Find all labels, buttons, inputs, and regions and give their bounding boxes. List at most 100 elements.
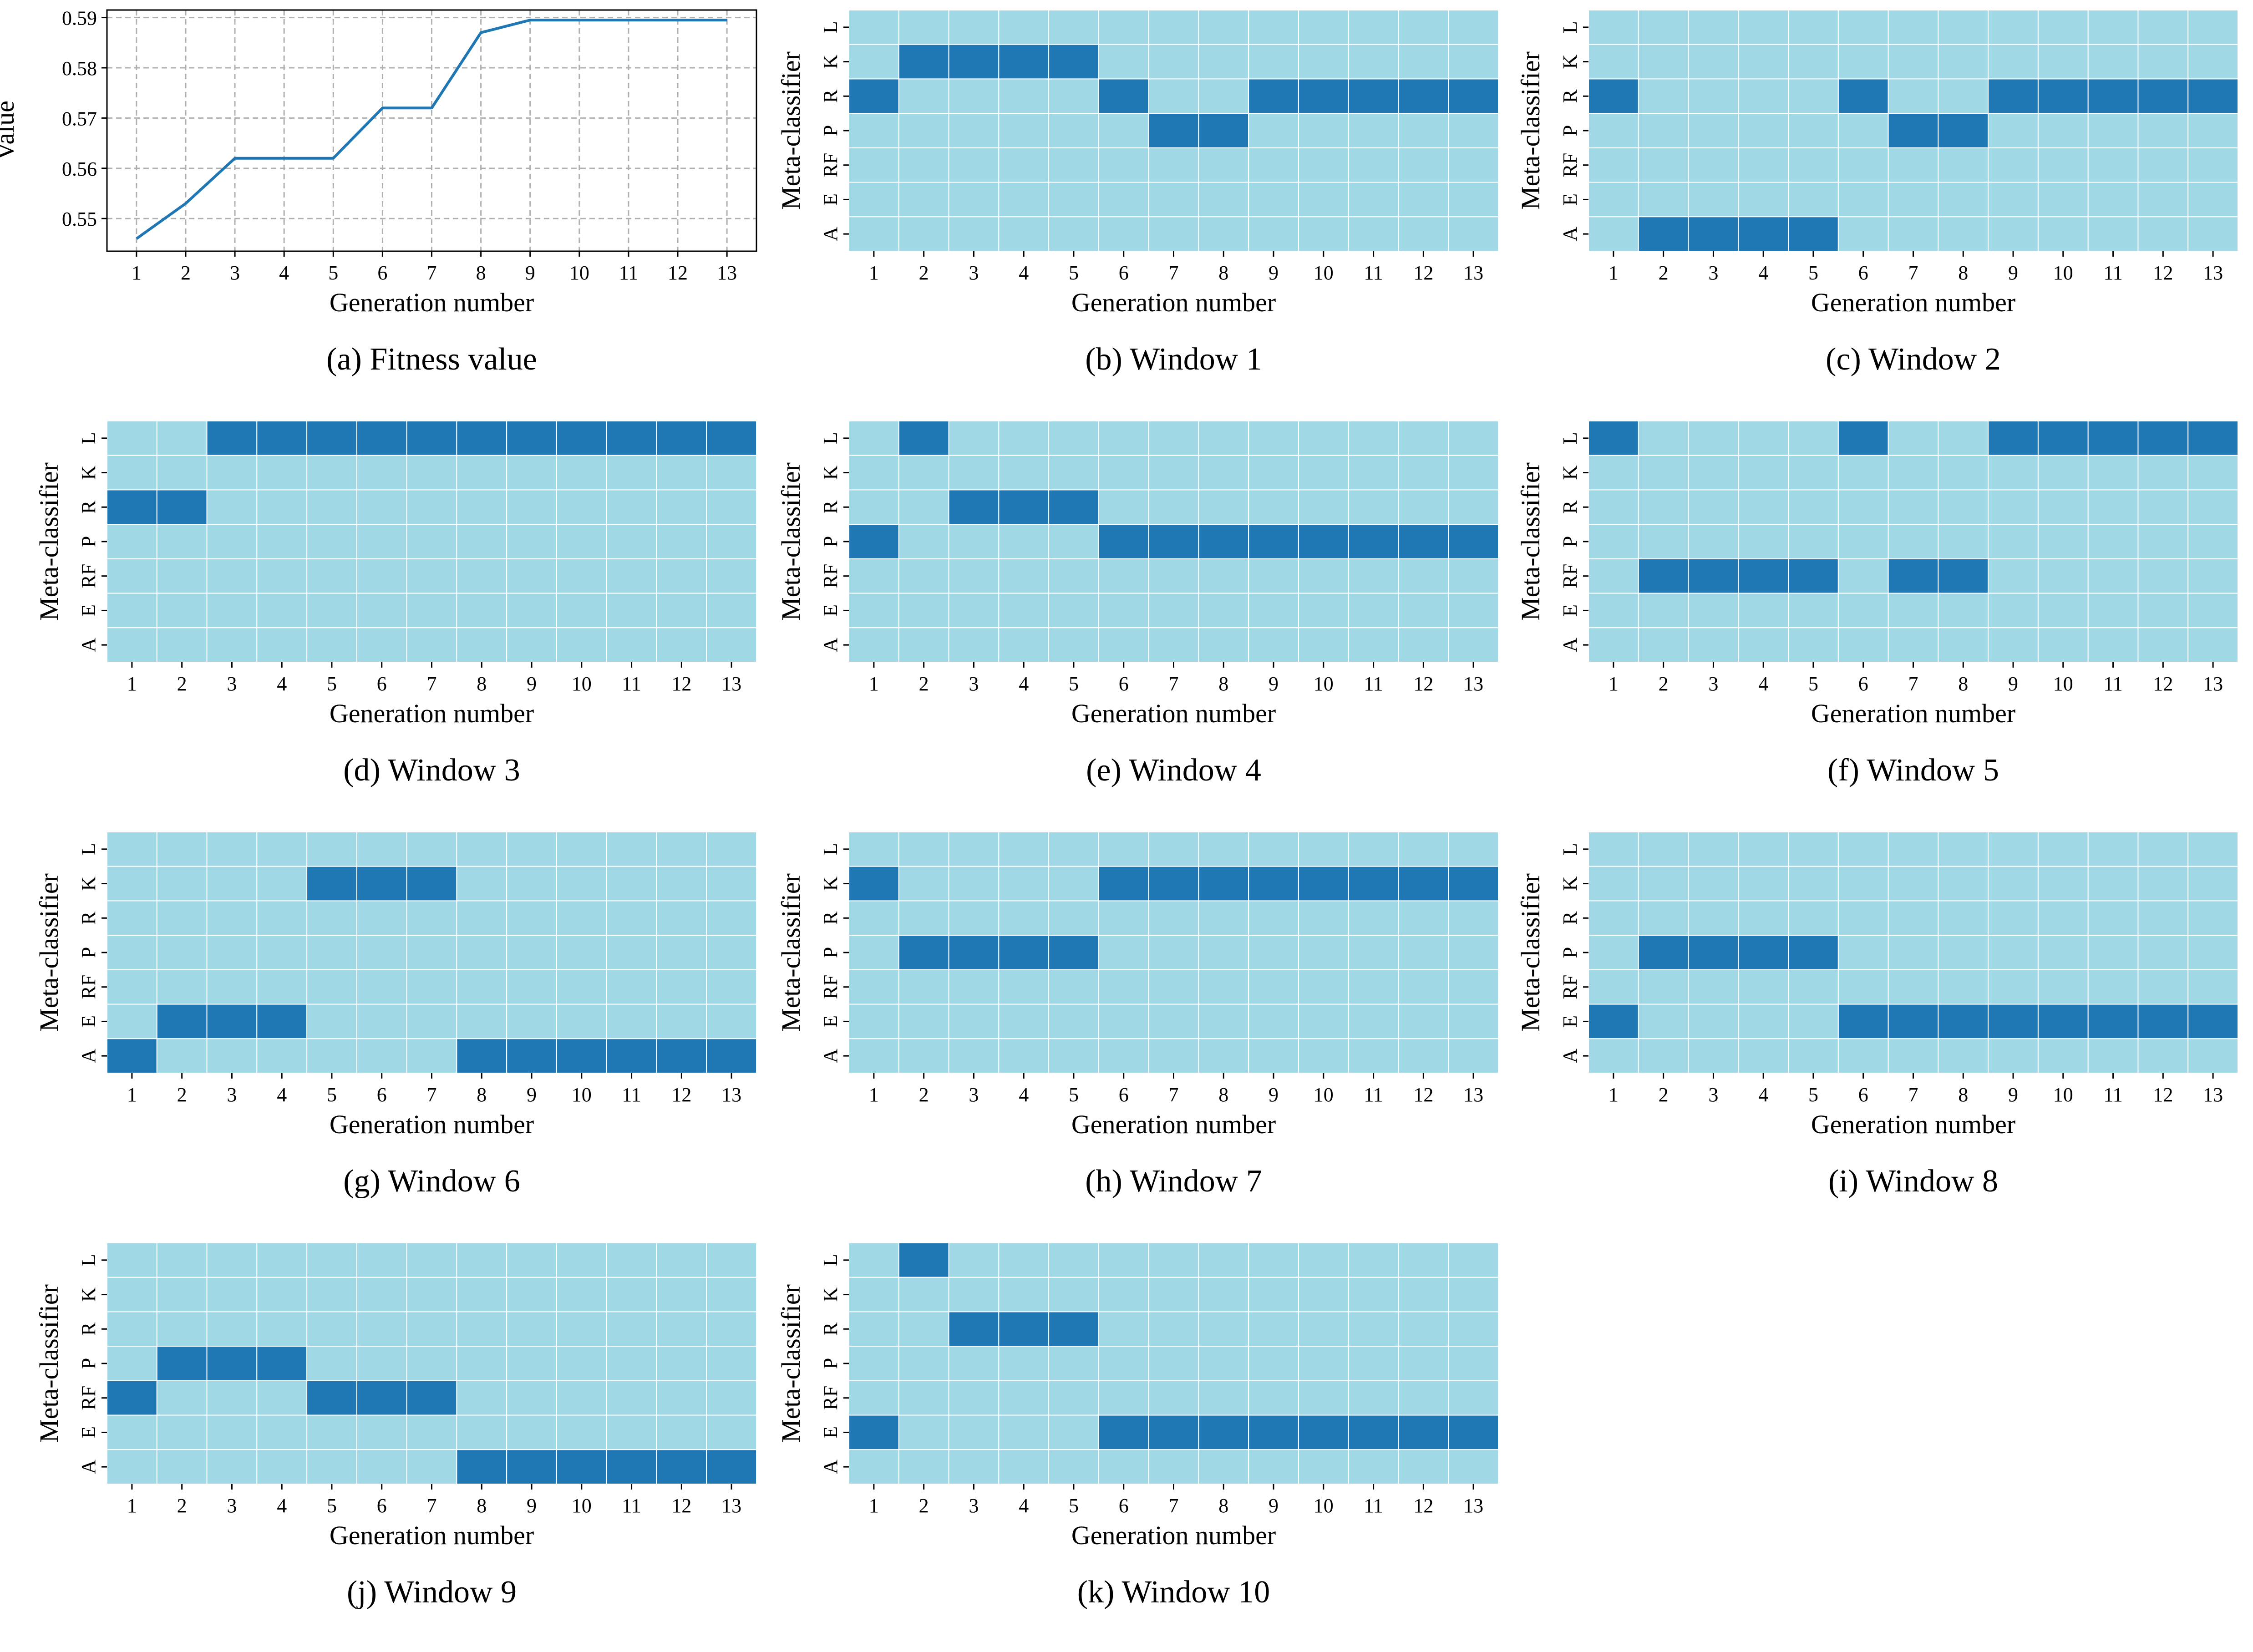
- heatmap-cell: [406, 489, 457, 525]
- heatmap-cell: [1398, 900, 1449, 936]
- heatmap-cell: [556, 866, 607, 902]
- x-tick-label: 7: [1169, 1084, 1179, 1106]
- heatmap-cell: [506, 558, 557, 594]
- x-tick-label: 3: [969, 1084, 979, 1106]
- heatmap-cell: [456, 969, 507, 1005]
- heatmap-cell: [1938, 1038, 1989, 1074]
- x-axis-label: Generation number: [1071, 699, 1276, 728]
- heatmap-cell: [1688, 1003, 1739, 1039]
- heatmap-cell: [898, 1277, 949, 1312]
- heatmap-cell: [156, 1277, 208, 1312]
- heatmap-cell: [1738, 627, 1789, 663]
- heatmap-cell: [356, 1414, 407, 1450]
- heatmap-cell: [1398, 593, 1449, 628]
- y-tick-label: E: [819, 1015, 842, 1028]
- y-tick-label: R: [77, 1322, 100, 1336]
- heatmap-cell-selected: [1688, 558, 1739, 594]
- x-tick-label: 8: [476, 262, 486, 284]
- heatmap-cell: [1738, 1003, 1789, 1039]
- x-tick-label: 8: [1958, 262, 1968, 284]
- heatmap-cell: [1888, 1038, 1939, 1074]
- heatmap-cell: [1298, 1449, 1349, 1485]
- heatmap-cell: [1348, 1346, 1399, 1381]
- x-axis-label: Generation number: [1811, 699, 2015, 728]
- heatmap-cell: [1048, 455, 1099, 491]
- x-tick-label: 4: [1019, 262, 1029, 284]
- heatmap-cell: [656, 524, 707, 559]
- heatmap-cell-selected: [2087, 78, 2139, 114]
- heatmap-cell-selected: [1448, 524, 1499, 559]
- x-tick-label: 8: [1958, 673, 1968, 695]
- heatmap-cell: [706, 1311, 757, 1347]
- heatmap-cell: [2087, 524, 2139, 559]
- x-tick-label: 11: [622, 1495, 641, 1517]
- heatmap-cell: [556, 1346, 607, 1381]
- heatmap-cell: [406, 593, 457, 628]
- heatmap-cell: [1688, 627, 1739, 663]
- heatmap-cell-selected: [1938, 558, 1989, 594]
- x-tick-label: 4: [277, 1084, 287, 1106]
- heatmap-cell-selected: [1348, 866, 1399, 902]
- heatmap-cell-selected: [656, 421, 707, 456]
- y-tick-label: RF: [1559, 975, 1581, 999]
- y-tick-label: R: [819, 89, 842, 103]
- heatmap-cell: [2187, 182, 2238, 218]
- heatmap-cell: [1988, 216, 2039, 252]
- heatmap-cell: [656, 455, 707, 491]
- heatmap-cell: [107, 1311, 157, 1347]
- heatmap-cell: [898, 1380, 949, 1416]
- heatmap-cell: [706, 935, 757, 970]
- heatmap-cell: [1248, 489, 1299, 525]
- heatmap-cell: [1888, 627, 1939, 663]
- heatmap-cell: [1398, 216, 1449, 252]
- heatmap-cell: [1688, 593, 1739, 628]
- x-tick-label: 13: [717, 262, 737, 284]
- heatmap-cell: [1098, 969, 1149, 1005]
- heatmap-cell: [2037, 935, 2089, 970]
- x-tick-label: 9: [527, 1084, 537, 1106]
- heatmap-cell: [1988, 900, 2039, 936]
- heatmap-cell-selected: [948, 44, 1000, 80]
- heatmap-cell: [1888, 44, 1939, 80]
- heatmap-cell-selected: [1888, 113, 1939, 148]
- y-tick-label: R: [819, 1322, 842, 1336]
- heatmap-cell-selected: [156, 1346, 208, 1381]
- x-tick-label: 8: [1958, 1084, 1968, 1106]
- x-axis-label: Generation number: [330, 1110, 534, 1139]
- heatmap-cell: [107, 935, 157, 970]
- heatmap-cell: [1738, 10, 1789, 45]
- heatmap-cell: [1098, 593, 1149, 628]
- heatmap-cell: [1348, 558, 1399, 594]
- heatmap-cell: [1298, 935, 1349, 970]
- y-tick-label: RF: [1559, 153, 1581, 177]
- heatmap-cell: [2187, 455, 2238, 491]
- heatmap-cell: [998, 1242, 1050, 1278]
- heatmap-cell: [1148, 1380, 1199, 1416]
- heatmap-cell: [848, 421, 899, 456]
- heatmap-cell: [1348, 1311, 1399, 1347]
- x-tick-label: 12: [671, 673, 691, 695]
- heatmap-cell: [1248, 831, 1299, 867]
- heatmap-cell: [1198, 627, 1249, 663]
- heatmap-cell: [1738, 969, 1789, 1005]
- heatmap-cell: [1098, 558, 1149, 594]
- panel-caption: (c) Window 2: [1826, 342, 2001, 377]
- x-tick-label: 13: [1463, 673, 1483, 695]
- heatmap-cell: [156, 935, 208, 970]
- heatmap-cell: [1837, 113, 1889, 148]
- heatmap-cell: [1248, 113, 1299, 148]
- heatmap-cell: [948, 421, 1000, 456]
- heatmap-cell: [206, 558, 258, 594]
- x-tick-label: 6: [1858, 673, 1868, 695]
- heatmap-cell: [1298, 558, 1349, 594]
- heatmap-cell: [848, 182, 899, 218]
- heatmap-cell: [256, 1311, 308, 1347]
- heatmap-cell: [1398, 1277, 1449, 1312]
- heatmap-cell-selected: [1688, 216, 1739, 252]
- heatmap-cell: [1048, 1038, 1099, 1074]
- x-tick-label: 10: [1314, 262, 1334, 284]
- heatmap-cell: [506, 1242, 557, 1278]
- heatmap-cell: [1298, 900, 1349, 936]
